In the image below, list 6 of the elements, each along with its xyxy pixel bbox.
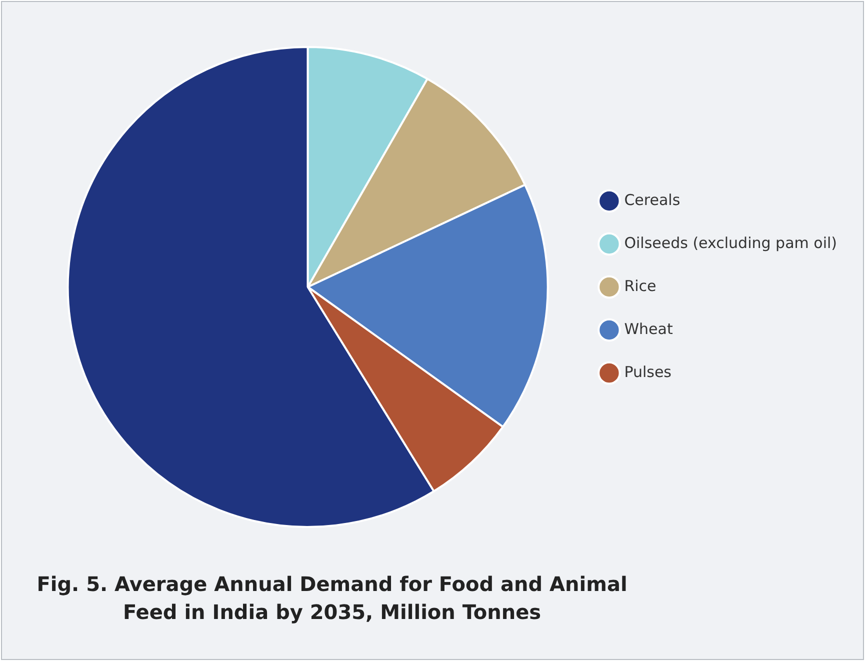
text: Fig. 5. Average Annual Demand for Food and Animal Feed in India by 2035, Million Tonnes	[36, 571, 628, 626]
legend-label: Cereals	[624, 190, 680, 209]
legend-label: Rice	[624, 276, 656, 295]
legend-label: Pulses	[624, 362, 672, 381]
legend-label: Oilseeds (excluding pam oil)	[624, 234, 837, 252]
legend-label: Wheat	[624, 320, 673, 338]
